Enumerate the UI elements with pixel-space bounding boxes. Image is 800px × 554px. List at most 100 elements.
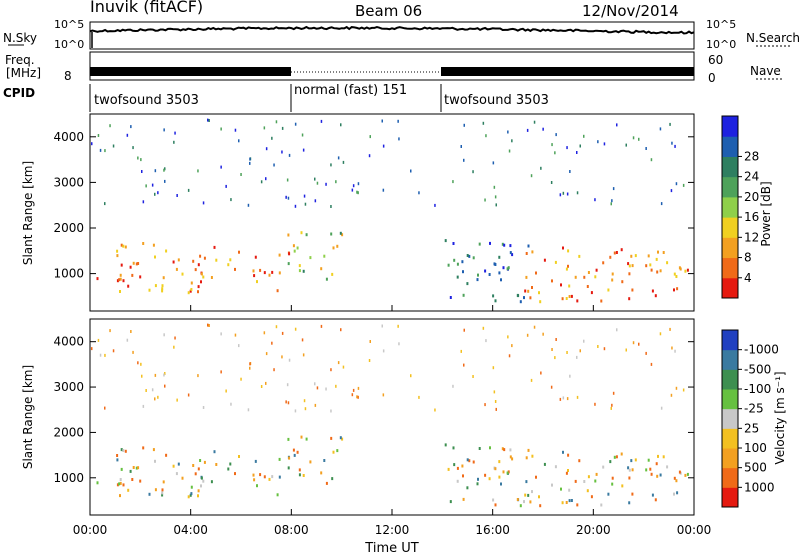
power-speckle [132, 146, 134, 150]
velocity-cell [590, 495, 593, 499]
velocity-cell [630, 459, 633, 463]
velocity-cell [119, 478, 122, 481]
power-cell [647, 254, 650, 258]
velocity-cell [472, 460, 475, 464]
x-tick-label: 08:00 [274, 523, 309, 537]
velocity-cell [613, 455, 616, 459]
power-cell [192, 259, 195, 263]
nave-tick-low: 0 [708, 71, 716, 85]
power-cell [194, 268, 197, 272]
velocity-cell [578, 459, 581, 463]
velocity-cell [139, 479, 142, 483]
velocity-speckle [314, 403, 317, 407]
colorbar-swatch [722, 487, 738, 508]
velocity-cell [568, 488, 571, 492]
power-speckle [554, 151, 556, 155]
power-speckle [337, 156, 340, 160]
power-speckle [530, 174, 533, 178]
velocity-speckle [249, 366, 251, 370]
velocity-speckle [141, 374, 143, 378]
colorbar-swatch [722, 196, 738, 218]
velocity-cell [152, 448, 155, 452]
y-tick-label: 2000 [53, 221, 84, 235]
power-cell [615, 251, 618, 254]
power-cell [551, 279, 553, 283]
velocity-speckle [660, 406, 663, 410]
velocity-speckle [285, 400, 287, 404]
velocity-cell [525, 480, 528, 484]
noise-left-tick-high: 10^5 [54, 18, 84, 31]
power-speckle [314, 199, 317, 203]
power-speckle [314, 177, 316, 181]
velocity-cell [478, 447, 481, 450]
y-tick-label: 1000 [53, 267, 84, 281]
velocity-cell [595, 472, 598, 476]
velocity-cell [197, 467, 200, 471]
power-speckle [555, 133, 557, 137]
power-speckle [294, 204, 297, 208]
power-speckle [382, 144, 385, 148]
velocity-cell [607, 492, 610, 496]
colorbar-swatch [722, 349, 738, 370]
velocity-cell [560, 487, 562, 491]
noise-left-label: N.Sky [3, 31, 37, 45]
power-speckle [368, 154, 371, 158]
velocity-cell [600, 503, 603, 507]
power-cell [570, 294, 573, 298]
power-speckle [104, 149, 106, 153]
power-cell [539, 300, 542, 304]
power-cell [341, 233, 344, 237]
velocity-cell [127, 488, 130, 492]
power-cell [189, 289, 192, 293]
power-speckle [97, 134, 100, 137]
beam-title: Beam 06 [355, 2, 422, 20]
power-cell [561, 297, 564, 301]
velocity-speckle [671, 346, 673, 350]
velocity-cell [567, 469, 569, 472]
velocity-cell [187, 495, 190, 499]
velocity-cell [628, 476, 631, 480]
power-speckle [485, 134, 487, 138]
power-cell [565, 267, 568, 271]
velocity-speckle [91, 347, 93, 351]
power-speckle [157, 191, 159, 195]
colorbar-frame [721, 115, 739, 299]
power-speckle [398, 137, 400, 141]
velocity-speckle [594, 402, 596, 406]
station-title: Inuvik (fitACF) [90, 0, 203, 16]
velocity-cell [634, 458, 637, 462]
colorbar-tick-label: 20 [744, 190, 759, 204]
power-cell [654, 294, 657, 298]
velocity-cell [215, 463, 218, 466]
noise-panel-frame [89, 21, 695, 50]
power-cell [305, 233, 308, 237]
velocity-cell [489, 446, 491, 450]
power-cell [628, 272, 631, 276]
power-cell [631, 264, 634, 268]
velocity-cell [253, 478, 256, 482]
power-cell [620, 248, 623, 252]
velocity-speckle [99, 353, 102, 357]
power-cell [498, 255, 501, 259]
power-cell [293, 249, 296, 253]
nave-label: Nave [750, 64, 781, 78]
cpid-segment-1: twofsound 3503 [94, 93, 199, 108]
power-speckle [325, 182, 327, 186]
power-speckle [452, 180, 454, 184]
velocity-speckle [145, 389, 147, 392]
velocity-speckle [330, 409, 332, 413]
velocity-y-label: Slant Range [km] [21, 365, 35, 469]
velocity-cell [498, 460, 501, 464]
power-speckle [137, 156, 139, 160]
velocity-speckle [271, 341, 273, 345]
velocity-cell [662, 455, 665, 459]
power-cell [197, 290, 199, 294]
power-cell [320, 267, 323, 271]
power-speckle [463, 158, 465, 162]
velocity-cell [189, 493, 192, 497]
power-speckle [551, 143, 553, 147]
velocity-speckle [142, 404, 145, 408]
velocity-speckle [164, 384, 166, 388]
power-cell [500, 278, 502, 282]
